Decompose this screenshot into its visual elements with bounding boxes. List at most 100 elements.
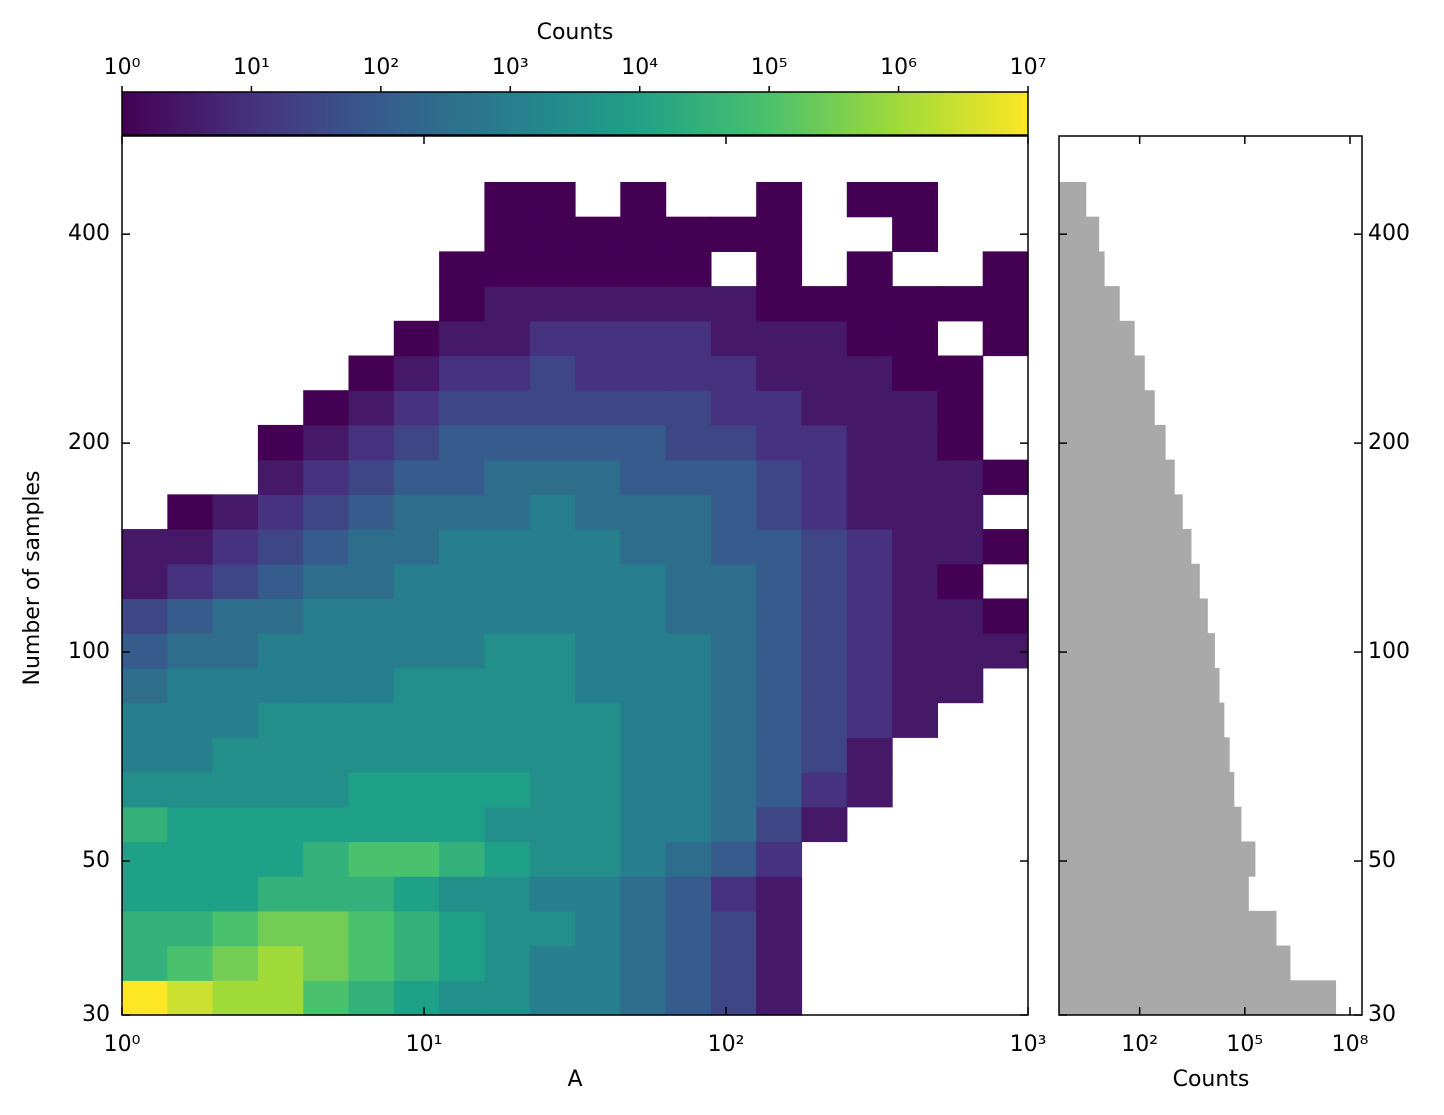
cell [892,563,939,600]
cell [212,702,259,738]
cell [212,598,259,634]
cell [484,355,531,391]
cell [665,737,712,773]
cell [393,876,440,912]
cell [529,772,576,808]
bar [1059,529,1192,565]
cell [710,529,757,565]
cell [665,320,712,357]
bar [1059,910,1277,947]
cell [484,876,531,912]
cell [439,633,486,669]
cell [756,563,803,600]
cell [122,598,168,634]
cell [439,286,486,322]
cell [892,286,939,322]
cell [620,667,667,704]
cell [665,494,712,530]
cell [892,667,939,704]
cell [484,320,531,357]
cell [303,737,350,773]
cell [756,459,803,495]
cell [846,529,893,565]
cell [167,702,214,738]
cell [574,910,621,947]
cell [212,980,259,1016]
cell [937,563,984,600]
cell [393,459,440,495]
cell [801,667,848,704]
y-tick-label: 50 [1368,848,1396,873]
cell [439,320,486,357]
cell [484,424,531,461]
cell [846,772,893,808]
cell [439,945,486,981]
cell [167,806,214,843]
cell [846,633,893,669]
cell [257,806,304,843]
cell [212,772,259,808]
cell [257,459,304,495]
cell [393,494,440,530]
cell [846,563,893,600]
cell [574,945,621,981]
cell [937,494,984,530]
cell [574,251,621,287]
cell [212,876,259,912]
x-tick-label: 10⁸ [1332,1032,1369,1057]
cell [257,910,304,947]
cell [212,841,259,877]
cell [122,876,168,912]
cell [484,737,531,773]
cell [393,424,440,461]
cell [393,841,440,877]
cell [529,355,576,391]
cell [348,667,395,704]
main-axes [121,135,1029,1016]
cell [393,702,440,738]
cell [167,876,214,912]
cell [756,598,803,634]
cell [756,390,803,426]
cell [756,216,803,252]
bar [1059,702,1225,738]
cell [348,390,395,426]
cell [257,945,304,981]
cell [484,806,531,843]
bar [1059,459,1175,495]
cell [937,424,984,461]
cell [574,737,621,773]
cell [665,633,712,669]
cell [393,563,440,600]
cell [937,390,984,426]
cell [665,286,712,322]
cell [348,459,395,495]
cell [846,424,893,461]
cell [303,529,350,565]
cell [801,320,848,357]
cell [710,598,757,634]
cell [846,459,893,495]
cell [212,563,259,600]
cell [257,494,304,530]
cell [167,980,214,1016]
cell [620,737,667,773]
bar [1059,945,1291,981]
cell [710,667,757,704]
cell [257,667,304,704]
x-tick-label: 10¹ [406,1032,443,1057]
cell [439,667,486,704]
cell [620,702,667,738]
x-tick-label: 10³ [1010,1032,1047,1057]
cell [303,980,350,1016]
cell [574,598,621,634]
cell [484,841,531,877]
bar [1059,390,1155,426]
cell [756,355,803,391]
cell [710,390,757,426]
cell [665,945,712,981]
cell [439,876,486,912]
y-tick-label: 200 [1368,430,1410,455]
cell [710,945,757,981]
